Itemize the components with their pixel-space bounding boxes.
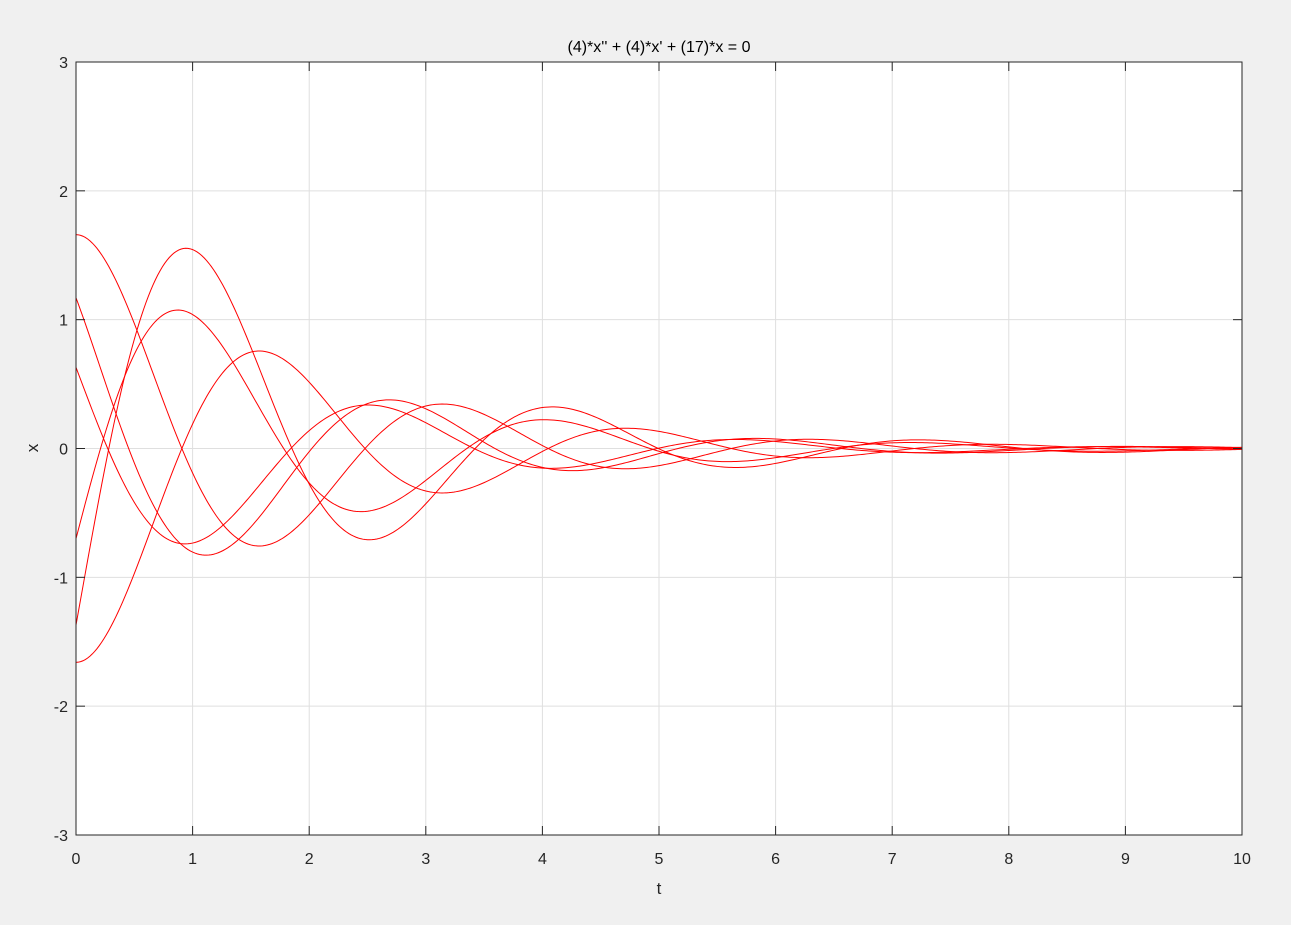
x-tick-label: 5 — [655, 851, 664, 868]
y-tick-label: -3 — [54, 828, 68, 845]
y-tick-label: 2 — [59, 184, 68, 201]
x-tick-label: 6 — [771, 851, 780, 868]
series-lines — [75, 234, 1243, 663]
x-axis-label: t — [657, 879, 662, 898]
x-tick-label: 2 — [305, 851, 314, 868]
y-tick-label: 3 — [59, 55, 68, 72]
y-tick-label: 1 — [59, 313, 68, 330]
series-line-3 — [75, 367, 1243, 545]
y-tick-label: -1 — [54, 570, 68, 587]
grid-lines — [76, 62, 1242, 835]
axis-ticks: 0 1 2 3 4 5 6 7 8 9 10 -3 -2 -1 0 1 2 3 — [54, 55, 1251, 868]
x-tick-label: 4 — [538, 851, 547, 868]
y-axis-label: x — [23, 443, 42, 452]
series-line-5 — [75, 247, 1243, 626]
x-tick-label: 10 — [1233, 851, 1251, 868]
series-line-2 — [75, 297, 1243, 556]
x-tick-label: 9 — [1121, 851, 1130, 868]
chart-title: (4)*x'' + (4)*x' + (17)*x = 0 — [567, 39, 750, 56]
x-tick-label: 3 — [421, 851, 430, 868]
series-line-1 — [75, 234, 1243, 547]
x-tick-label: 1 — [188, 851, 197, 868]
x-tick-label: 0 — [72, 851, 81, 868]
y-tick-label: 0 — [59, 442, 68, 459]
x-tick-label: 8 — [1004, 851, 1013, 868]
x-tick-label: 7 — [888, 851, 897, 868]
series-line-6 — [75, 350, 1243, 663]
y-tick-label: -2 — [54, 699, 68, 716]
